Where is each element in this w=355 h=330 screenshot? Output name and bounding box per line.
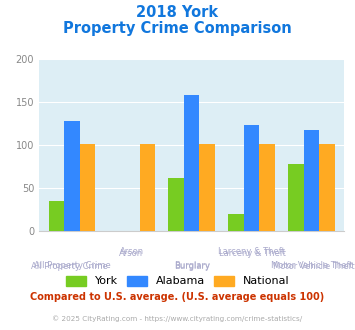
Text: All Property Crime: All Property Crime xyxy=(34,261,110,270)
Bar xyxy=(140,144,155,231)
Text: Burglary: Burglary xyxy=(174,262,210,271)
Bar xyxy=(200,144,215,231)
Bar xyxy=(49,201,64,231)
Text: Compared to U.S. average. (U.S. average equals 100): Compared to U.S. average. (U.S. average … xyxy=(31,292,324,302)
Bar xyxy=(244,125,260,231)
Text: Burglary: Burglary xyxy=(174,261,210,270)
Text: Larceny & Theft: Larceny & Theft xyxy=(218,248,285,256)
Text: Arson: Arson xyxy=(119,249,143,258)
Bar xyxy=(184,95,200,231)
Text: All Property Crime: All Property Crime xyxy=(31,262,108,271)
Bar xyxy=(260,144,275,231)
Bar xyxy=(168,178,184,231)
Bar xyxy=(64,121,80,231)
Text: Larceny & Theft: Larceny & Theft xyxy=(219,249,286,258)
Bar xyxy=(304,130,319,231)
Text: 2018 York: 2018 York xyxy=(136,5,219,20)
Bar xyxy=(228,214,244,231)
Bar xyxy=(319,144,335,231)
Bar xyxy=(80,144,95,231)
Legend: York, Alabama, National: York, Alabama, National xyxy=(61,271,294,291)
Text: © 2025 CityRating.com - https://www.cityrating.com/crime-statistics/: © 2025 CityRating.com - https://www.city… xyxy=(53,315,302,322)
Text: Motor Vehicle Theft: Motor Vehicle Theft xyxy=(271,261,352,270)
Text: Motor Vehicle Theft: Motor Vehicle Theft xyxy=(273,262,355,271)
Bar xyxy=(288,164,304,231)
Text: Arson: Arson xyxy=(120,248,144,256)
Text: Property Crime Comparison: Property Crime Comparison xyxy=(63,21,292,36)
